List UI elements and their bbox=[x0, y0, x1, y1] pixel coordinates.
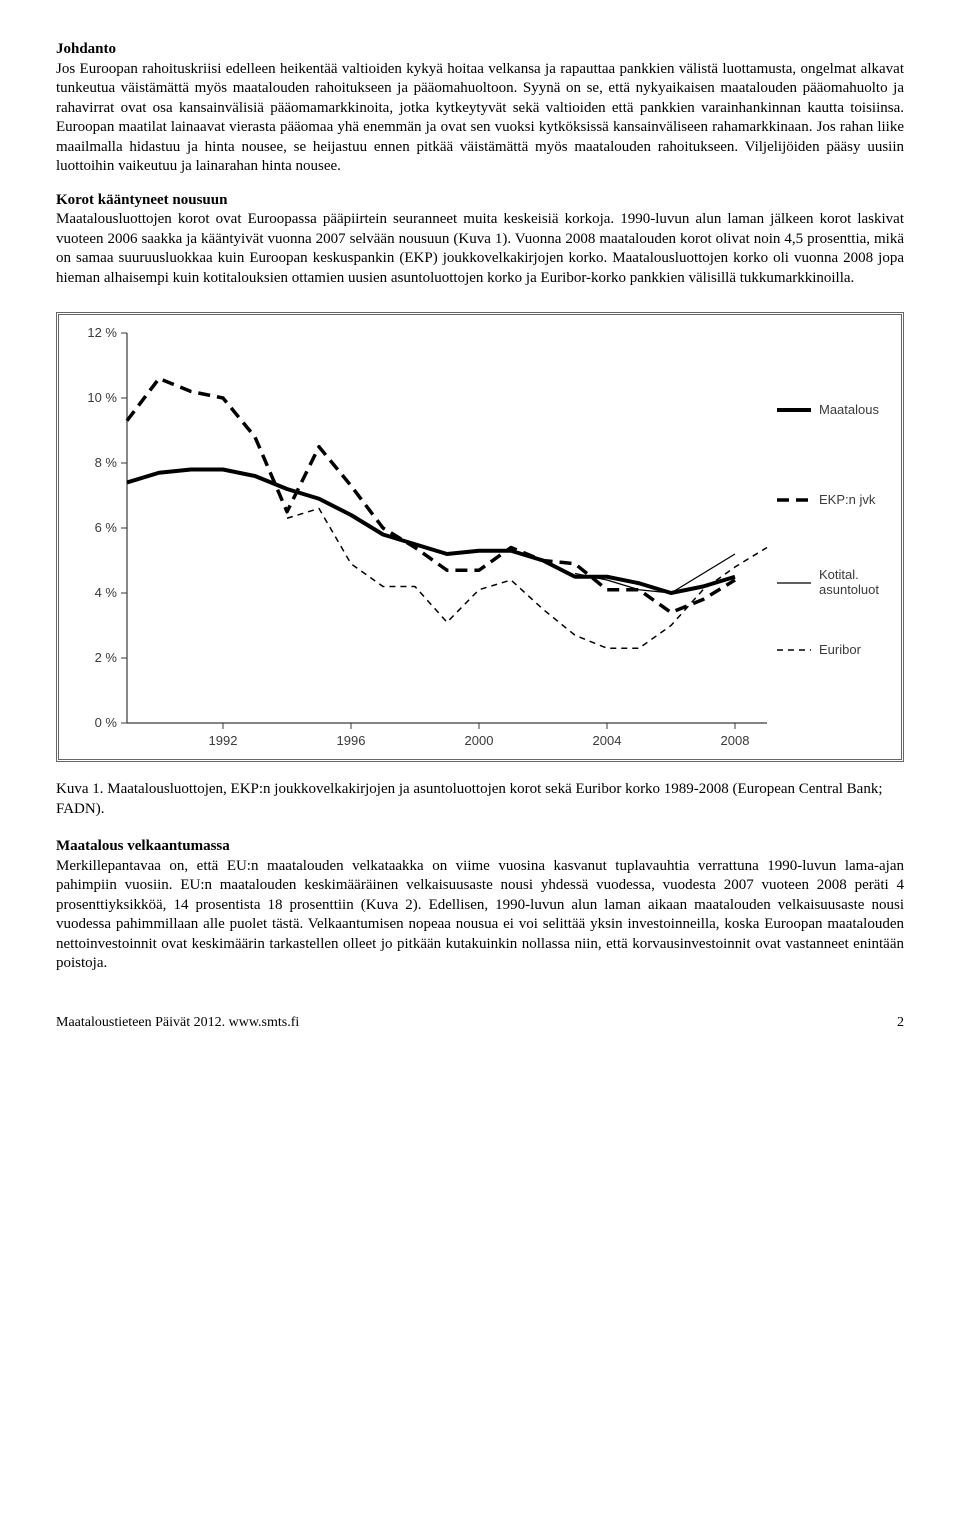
intro-body: Jos Euroopan rahoituskriisi edelleen hei… bbox=[56, 61, 904, 175]
legend-item: Euribor bbox=[777, 643, 861, 658]
rates-paragraph: Korot kääntyneet nousuun Maatalousluotto… bbox=[56, 191, 904, 289]
svg-text:12 %: 12 % bbox=[87, 325, 117, 340]
legend-item: EKP:n jvk bbox=[777, 493, 875, 508]
legend-item: Kotital. asuntoluot bbox=[777, 568, 879, 598]
rates-heading: Korot kääntyneet nousuun bbox=[56, 192, 227, 208]
svg-text:2004: 2004 bbox=[593, 733, 622, 748]
svg-text:10 %: 10 % bbox=[87, 390, 117, 405]
debt-heading: Maatalous velkaantumassa bbox=[56, 838, 230, 854]
svg-text:4 %: 4 % bbox=[95, 585, 118, 600]
svg-text:0 %: 0 % bbox=[95, 715, 118, 730]
footer-left: Maataloustieteen Päivät 2012. www.smts.f… bbox=[56, 1014, 299, 1032]
chart-legend: Maatalous EKP:n jvk Kotital. asuntoluot Eur… bbox=[777, 323, 897, 757]
svg-text:1996: 1996 bbox=[337, 733, 366, 748]
legend-label: Euribor bbox=[819, 643, 861, 658]
footer-page-number: 2 bbox=[897, 1014, 904, 1032]
svg-text:8 %: 8 % bbox=[95, 455, 118, 470]
svg-text:1992: 1992 bbox=[209, 733, 238, 748]
legend-item: Maatalous bbox=[777, 403, 879, 418]
legend-label: Kotital. asuntoluot bbox=[819, 568, 879, 598]
debt-body: Merkillepantavaa on, että EU:n maataloud… bbox=[56, 858, 904, 972]
rates-body: Maatalousluottojen korot ovat Euroopassa… bbox=[56, 211, 904, 286]
chart-figure: 0 % 2 % 4 % 6 % 8 % 10 % 12 % 1992 1996 2000 2004 2… bbox=[56, 312, 904, 762]
debt-paragraph: Maatalous velkaantumassa Merkillepantava… bbox=[56, 837, 904, 974]
chart-caption: Kuva 1. Maatalousluottojen, EKP:n joukko… bbox=[56, 780, 904, 819]
svg-text:2 %: 2 % bbox=[95, 650, 118, 665]
intro-paragraph: Johdanto Jos Euroopan rahoituskriisi ede… bbox=[56, 40, 904, 177]
page-footer: Maataloustieteen Päivät 2012. www.smts.f… bbox=[56, 1014, 904, 1032]
svg-text:2008: 2008 bbox=[721, 733, 750, 748]
legend-label: EKP:n jvk bbox=[819, 493, 875, 508]
intro-heading: Johdanto bbox=[56, 41, 116, 57]
legend-label: Maatalous bbox=[819, 403, 879, 418]
svg-text:6 %: 6 % bbox=[95, 520, 118, 535]
chart-inner: 0 % 2 % 4 % 6 % 8 % 10 % 12 % 1992 1996 2000 2004 2… bbox=[67, 323, 907, 757]
svg-text:2000: 2000 bbox=[465, 733, 494, 748]
